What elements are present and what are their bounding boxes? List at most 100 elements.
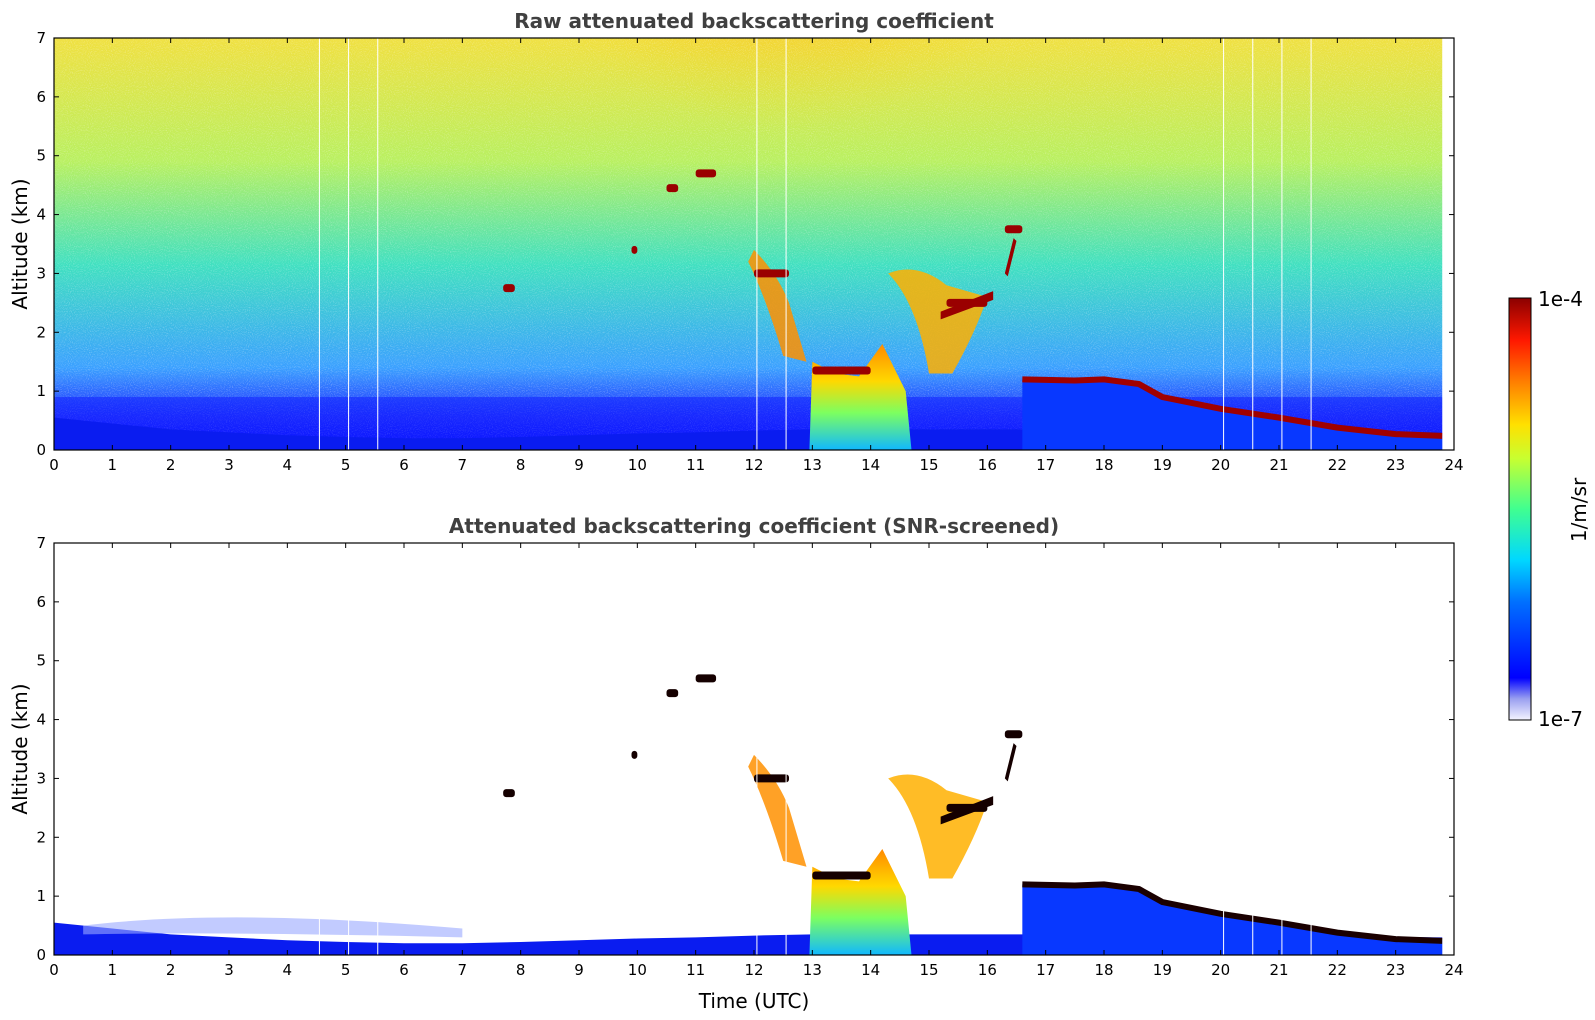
raw-speckle-noise [54, 38, 1443, 450]
vertical-cloud-streak [1004, 238, 1017, 277]
y-tick-label: 0 [36, 946, 46, 964]
x-tick-label: 13 [803, 456, 822, 474]
x-tick-label: 4 [283, 961, 293, 979]
elevated-cloud-patch [503, 284, 515, 293]
panel-screened-ticks: 0 1 2 3 4 5 6 7 8 9 10 11 12 13 14 15 16 17 18 19 20 21 22 23 24… [36, 534, 1463, 979]
afternoon-cloud-shading [1022, 884, 1443, 955]
y-tick-label: 6 [36, 88, 46, 106]
y-tick-label: 4 [36, 711, 46, 729]
x-tick-label: 10 [628, 456, 647, 474]
x-tick-label: 9 [574, 456, 584, 474]
x-tick-label: 22 [1328, 961, 1347, 979]
y-tick-label: 3 [36, 769, 46, 787]
x-tick-label: 21 [1269, 961, 1288, 979]
no-data-region [1442, 543, 1454, 955]
y-tick-label: 0 [36, 441, 46, 459]
x-tick-label: 24 [1444, 961, 1463, 979]
elevated-cloud-patch [754, 774, 789, 783]
x-tick-label: 24 [1444, 456, 1463, 474]
y-tick-label: 5 [36, 147, 46, 165]
panel-raw: Raw attenuated backscattering coefficien… [8, 9, 1464, 474]
afternoon-cloud-layer [1022, 376, 1443, 439]
rising-plume [888, 269, 988, 374]
y-tick-label: 1 [36, 382, 46, 400]
x-tick-label: 14 [861, 456, 880, 474]
elevated-cloud-patch [1004, 225, 1023, 234]
elevated-cloud-patch [812, 871, 871, 880]
elevated-cloud-patch [631, 245, 638, 254]
colorbar: 1e-4 1e-7 1/m/sr [1508, 287, 1591, 731]
x-tick-label: 6 [399, 961, 409, 979]
x-tick-label: 13 [803, 961, 822, 979]
y-tick-label: 6 [36, 593, 46, 611]
panel-screened-title: Attenuated backscattering coefficient (S… [449, 514, 1059, 538]
x-tick-label: 5 [341, 456, 351, 474]
y-tick-label: 2 [36, 323, 46, 341]
x-tick-label: 23 [1386, 961, 1405, 979]
elevated-cloud-patch [1004, 730, 1023, 739]
colorbar-gradient [1508, 297, 1532, 721]
convective-column [809, 849, 912, 955]
x-tick-label: 12 [744, 456, 763, 474]
y-tick-label: 7 [36, 534, 46, 552]
colorbar-min-label: 1e-7 [1538, 707, 1583, 731]
x-tick-label: 18 [1094, 456, 1113, 474]
x-tick-label: 2 [166, 456, 176, 474]
x-tick-label: 12 [744, 961, 763, 979]
x-tick-label: 16 [978, 961, 997, 979]
x-tick-label: 17 [1036, 456, 1055, 474]
x-tick-label: 23 [1386, 456, 1405, 474]
panel-raw-heatmap [54, 38, 1454, 450]
colorbar-unit-label: 1/m/sr [1567, 477, 1591, 542]
x-tick-label: 21 [1269, 456, 1288, 474]
x-tick-label: 15 [919, 456, 938, 474]
y-tick-label: 1 [36, 887, 46, 905]
x-tick-label: 22 [1328, 456, 1347, 474]
x-tick-label: 1 [108, 456, 118, 474]
x-tick-label: 7 [458, 961, 468, 979]
elevated-cloud-patch [503, 789, 515, 798]
screened-bl-haze [83, 917, 463, 938]
tilted-cloud [940, 796, 994, 825]
y-tick-label: 4 [36, 206, 46, 224]
x-tick-label: 6 [399, 456, 409, 474]
panel-screened-ylabel: Altitude (km) [8, 683, 32, 814]
panel-screened-heatmap [54, 543, 1454, 955]
x-tick-label: 2 [166, 961, 176, 979]
x-tick-label: 20 [1211, 456, 1230, 474]
x-tick-label: 17 [1036, 961, 1055, 979]
panel-raw-title: Raw attenuated backscattering coefficien… [514, 9, 994, 33]
y-tick-label: 3 [36, 264, 46, 282]
left-plume [748, 754, 807, 867]
y-tick-label: 7 [36, 29, 46, 47]
elevated-cloud-patch [812, 366, 871, 375]
x-tick-label: 1 [108, 961, 118, 979]
y-tick-label: 5 [36, 652, 46, 670]
afternoon-cloud-shading [1022, 379, 1443, 450]
x-tick-label: 0 [49, 961, 59, 979]
tilted-cloud [940, 291, 994, 320]
colorbar-max-label: 1e-4 [1538, 287, 1583, 311]
x-tick-label: 20 [1211, 961, 1230, 979]
x-tick-label: 18 [1094, 961, 1113, 979]
panel-screened: Attenuated backscattering coefficient (S… [8, 514, 1464, 1013]
elevated-cloud-patch [631, 750, 638, 759]
x-tick-label: 10 [628, 961, 647, 979]
left-plume [748, 249, 807, 362]
elevated-cloud-patch [754, 269, 789, 278]
afternoon-cloud-layer [1022, 881, 1443, 944]
x-tick-label: 11 [686, 961, 705, 979]
x-tick-label: 19 [1153, 456, 1172, 474]
x-tick-label: 3 [224, 961, 234, 979]
elevated-cloud-patch [695, 674, 717, 683]
panel-screened-frame [53, 542, 1455, 956]
x-tick-label: 9 [574, 961, 584, 979]
y-tick-label: 2 [36, 828, 46, 846]
x-tick-label: 4 [283, 456, 293, 474]
panel-screened-xlabel: Time (UTC) [698, 989, 810, 1013]
elevated-cloud-patch [666, 184, 679, 193]
x-tick-label: 8 [516, 456, 526, 474]
x-tick-label: 3 [224, 456, 234, 474]
x-tick-label: 15 [919, 961, 938, 979]
